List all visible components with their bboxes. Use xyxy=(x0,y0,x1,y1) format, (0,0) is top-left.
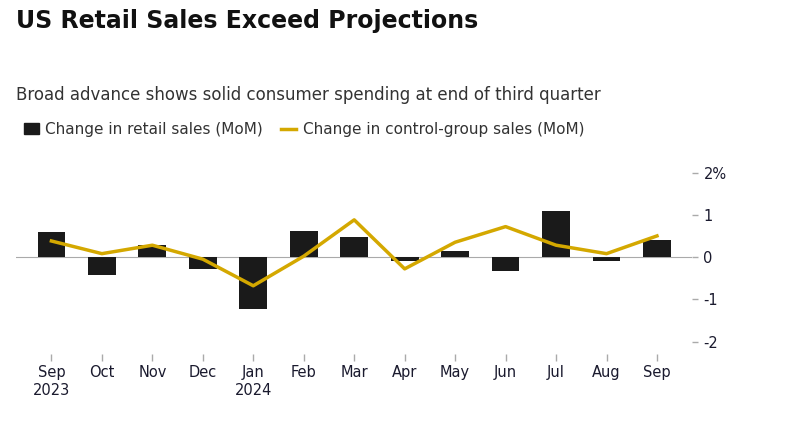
Bar xyxy=(239,257,267,308)
Bar xyxy=(341,237,368,257)
Bar xyxy=(543,210,570,257)
Bar xyxy=(38,232,65,257)
Bar xyxy=(441,251,469,257)
Bar xyxy=(189,257,217,269)
Bar xyxy=(643,240,671,257)
Text: Broad advance shows solid consumer spending at end of third quarter: Broad advance shows solid consumer spend… xyxy=(16,86,601,105)
Bar xyxy=(492,257,519,270)
Bar xyxy=(138,245,166,257)
Bar xyxy=(592,257,621,261)
Bar xyxy=(390,257,419,261)
Text: US Retail Sales Exceed Projections: US Retail Sales Exceed Projections xyxy=(16,9,478,33)
Bar xyxy=(290,231,318,257)
Bar xyxy=(88,257,116,275)
Legend: Change in retail sales (MoM), Change in control-group sales (MoM): Change in retail sales (MoM), Change in … xyxy=(23,122,584,137)
